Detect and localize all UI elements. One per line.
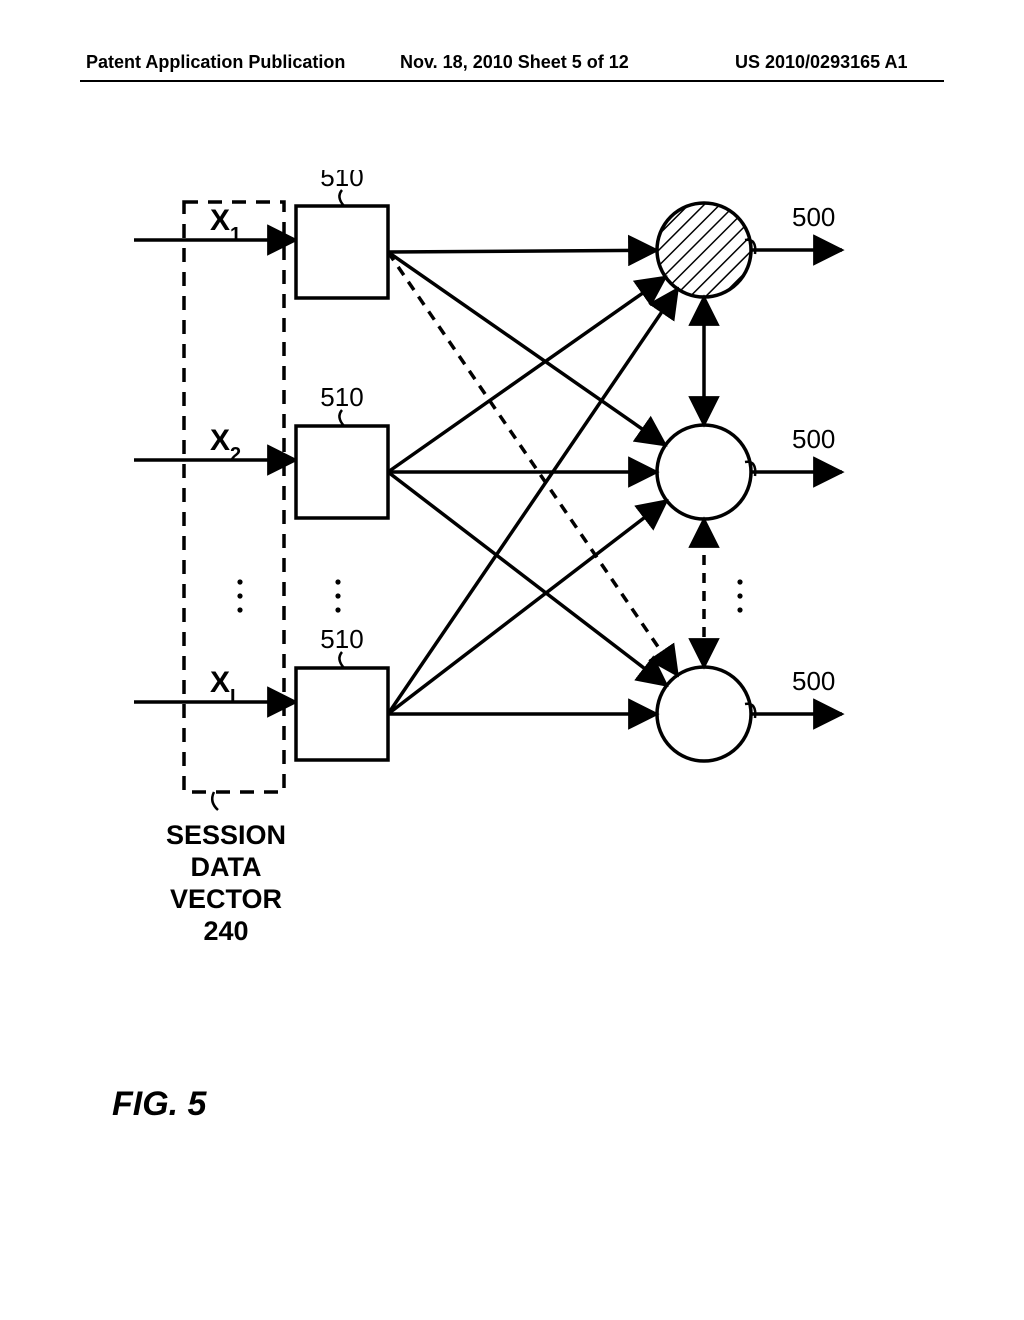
circle-ref-label: 500: [792, 424, 835, 454]
ellipsis-dot: [737, 607, 742, 612]
ellipsis-dot: [335, 593, 340, 598]
session-lead: [212, 792, 218, 810]
ellipsis-dot: [737, 593, 742, 598]
header-right: US 2010/0293165 A1: [735, 52, 907, 73]
box-ref-label: 510: [320, 170, 363, 192]
header-center: Nov. 18, 2010 Sheet 5 of 12: [400, 52, 629, 73]
connection-edge: [388, 250, 657, 252]
ellipsis-dot: [335, 579, 340, 584]
input-node-box: [296, 206, 388, 298]
output-node-circle: [657, 425, 751, 519]
header-rule: [80, 80, 944, 82]
circle-ref-label: 500: [792, 666, 835, 696]
box-ref-label: 510: [320, 382, 363, 412]
connection-edge: [388, 501, 667, 714]
circle-ref-label: 500: [792, 202, 835, 232]
input-node-box: [296, 668, 388, 760]
output-node-circle: [657, 667, 751, 761]
connection-edge: [388, 252, 677, 675]
network-diagram: SESSIONDATAVECTOR240X1X2XI51051051050050…: [100, 170, 920, 950]
page: Patent Application Publication Nov. 18, …: [0, 0, 1024, 1320]
connection-edge: [388, 277, 666, 472]
figure-label: FIG. 5: [112, 1085, 206, 1124]
output-node-circle-active: [657, 203, 751, 297]
box-lead: [339, 652, 344, 668]
ellipsis-dot: [237, 579, 242, 584]
connection-edge: [388, 252, 665, 445]
box-ref-label: 510: [320, 624, 363, 654]
box-lead: [339, 410, 344, 426]
input-node-box: [296, 426, 388, 518]
ellipsis-dot: [237, 593, 242, 598]
ellipsis-dot: [237, 607, 242, 612]
ellipsis-dot: [737, 579, 742, 584]
box-lead: [339, 190, 344, 206]
header-left: Patent Application Publication: [86, 52, 345, 73]
ellipsis-dot: [335, 607, 340, 612]
session-label: SESSIONDATAVECTOR240: [166, 820, 286, 946]
